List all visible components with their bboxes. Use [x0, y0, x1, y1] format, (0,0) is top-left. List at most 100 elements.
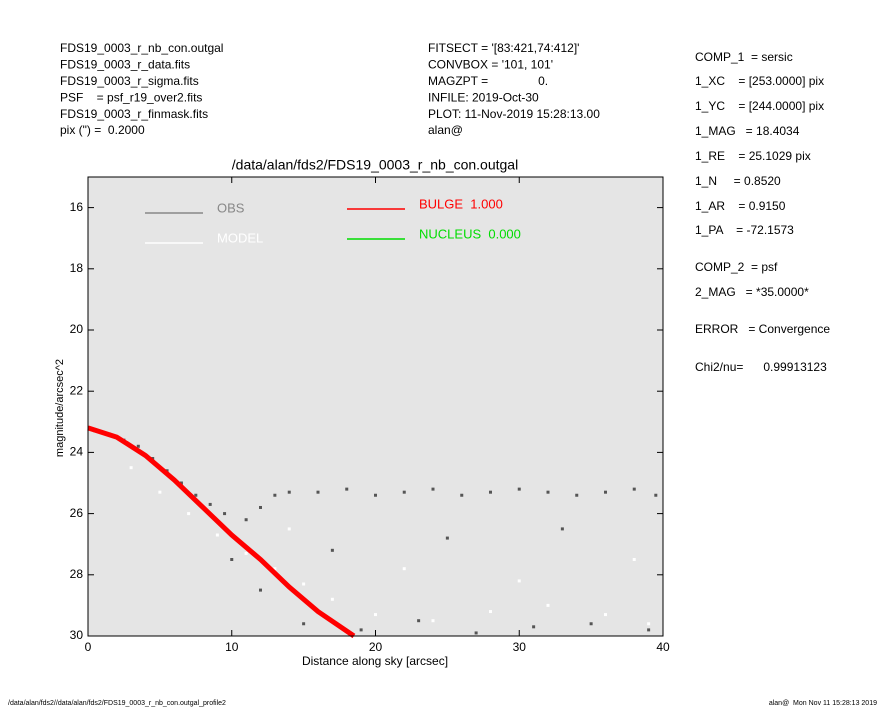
y-tick-label: 22: [70, 383, 84, 397]
fit-parameter: 1_AR = 0.9150: [695, 199, 786, 213]
data-point: [287, 490, 291, 494]
data-point: [575, 493, 579, 497]
data-point: [187, 512, 191, 516]
data-point: [316, 490, 320, 494]
header-middle-line: MAGZPT = 0.: [428, 74, 548, 88]
data-point: [560, 527, 564, 531]
data-point: [632, 558, 636, 561]
data-point: [302, 582, 306, 586]
x-tick-label: 40: [656, 640, 670, 654]
fit-parameter: 2_MAG = *35.0000*: [695, 285, 809, 299]
fit-parameter: Chi2/nu= 0.99913123: [695, 360, 827, 374]
data-point: [208, 502, 212, 506]
x-tick-label: 10: [225, 640, 239, 654]
data-point: [460, 493, 464, 497]
header-middle-line: CONVBOX = '101, 101': [428, 58, 553, 72]
legend-label: BULGE 1.000: [419, 196, 503, 211]
x-tick-label: 0: [85, 640, 92, 654]
data-point: [259, 505, 262, 509]
data-point: [604, 613, 607, 617]
data-point: [273, 493, 277, 497]
data-point: [546, 490, 550, 494]
data-point: [489, 610, 492, 614]
data-point: [402, 567, 406, 571]
data-point: [431, 487, 435, 491]
data-point: [158, 490, 162, 494]
plot-area: [88, 177, 663, 636]
fit-parameter: COMP_2 = psf: [695, 260, 778, 274]
data-point: [374, 613, 377, 617]
fit-parameter: 1_PA = -72.1573: [695, 223, 794, 237]
data-point: [402, 490, 406, 494]
x-tick-label: 30: [513, 640, 527, 654]
data-point: [129, 466, 133, 470]
data-point: [330, 548, 334, 552]
data-point: [647, 622, 651, 626]
y-tick-label: 30: [70, 628, 84, 642]
data-point: [259, 588, 262, 592]
x-axis-label: Distance along sky [arcsec]: [302, 654, 448, 668]
data-point: [546, 603, 550, 607]
data-point: [179, 481, 183, 485]
data-point: [359, 628, 363, 632]
x-tick-label: 20: [369, 640, 383, 654]
legend-label: OBS: [217, 200, 245, 215]
data-point: [632, 487, 636, 491]
data-point: [517, 487, 521, 491]
fit-parameter: 1_N = 0.8520: [695, 174, 781, 188]
legend-label: NUCLEUS 0.000: [419, 226, 521, 241]
chart-title: /data/alan/fds2/FDS19_0003_r_nb_con.outg…: [232, 157, 518, 173]
y-tick-label: 16: [70, 200, 84, 214]
data-point: [589, 622, 593, 626]
y-tick-label: 28: [70, 567, 84, 581]
data-point: [230, 558, 234, 561]
header-middle-line: alan@: [428, 123, 463, 137]
data-point: [517, 579, 521, 583]
y-tick-label: 26: [70, 506, 84, 520]
header-middle-line: FITSECT = '[83:421,74:412]': [428, 41, 579, 55]
model-line: [87, 425, 356, 639]
header-left-line: FDS19_0003_r_data.fits: [60, 58, 190, 72]
data-point: [431, 619, 435, 623]
footer-left: /data/alan/fds2//data/alan/fds2/FDS19_00…: [8, 700, 226, 707]
data-point: [654, 493, 658, 497]
data-point: [194, 493, 198, 497]
data-point: [604, 490, 607, 494]
fit-parameter: 1_RE = 25.1029 pix: [695, 149, 811, 163]
y-axis-label: magnitude/arcsec^2: [54, 359, 66, 457]
data-point: [244, 551, 248, 555]
data-point: [445, 536, 449, 540]
data-point: [647, 628, 651, 632]
fit-parameter: COMP_1 = sersic: [695, 50, 793, 64]
data-point: [223, 512, 227, 516]
data-point: [374, 493, 377, 497]
data-point: [136, 444, 140, 448]
data-point: [489, 490, 492, 494]
fit-parameter: 1_MAG = 18.4034: [695, 124, 800, 138]
header-left-line: FDS19_0003_r_nb_con.outgal: [60, 41, 223, 55]
data-point: [532, 625, 536, 629]
fit-parameter: ERROR = Convergence: [695, 322, 830, 336]
y-tick-label: 20: [70, 322, 84, 336]
data-point: [417, 619, 421, 623]
footer-right: alan@ Mon Nov 11 15:28:13 2019: [769, 700, 877, 707]
data-point: [302, 622, 306, 626]
fit-parameter: 1_XC = [253.0000] pix: [695, 74, 824, 88]
data-point: [287, 527, 291, 531]
data-point: [244, 518, 248, 522]
data-point: [330, 597, 334, 601]
fit-parameter: 1_YC = [244.0000] pix: [695, 99, 824, 113]
header-middle-line: INFILE: 2019-Oct-30: [428, 90, 539, 104]
y-tick-label: 18: [70, 261, 84, 275]
legend-label: MODEL: [217, 230, 263, 245]
y-tick-label: 24: [70, 445, 84, 459]
data-point: [215, 533, 219, 537]
data-point: [474, 631, 478, 635]
header-left-line: FDS19_0003_r_finmask.fits: [60, 107, 208, 121]
data-point: [345, 487, 349, 491]
header-middle-line: PLOT: 11-Nov-2019 15:28:13.00: [428, 107, 600, 121]
header-left-line: pix (") = 0.2000: [60, 123, 145, 137]
header-left-line: PSF = psf_r19_over2.fits: [60, 90, 202, 104]
header-left-line: FDS19_0003_r_sigma.fits: [60, 74, 199, 88]
